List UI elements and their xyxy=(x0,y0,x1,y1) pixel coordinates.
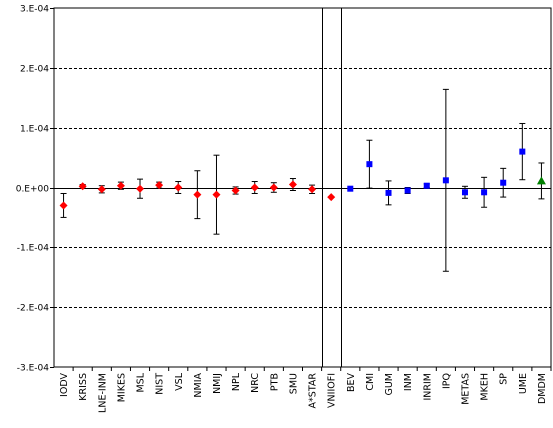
y-tick-label: 1.E-04 xyxy=(20,125,49,135)
x-tick-label: CMI xyxy=(365,373,376,391)
x-tick-label: DMDM xyxy=(537,373,548,404)
data-point-square xyxy=(404,187,411,194)
data-points xyxy=(59,148,546,210)
y-tick-label: -1.E-04 xyxy=(17,244,49,254)
x-tick-label: VSL xyxy=(174,372,185,391)
x-tick-label: MIKES xyxy=(116,373,127,402)
x-tick-label: MKEH xyxy=(480,373,491,401)
x-tick-label: IPQ xyxy=(441,373,452,389)
data-point-square xyxy=(500,179,507,186)
data-point-square xyxy=(385,189,392,196)
x-tick-label: BEV xyxy=(346,373,357,393)
separator-lines xyxy=(322,8,342,367)
data-point-square xyxy=(423,182,430,189)
x-tick-label: VNIIOFI xyxy=(327,373,338,408)
x-tick-label: UME xyxy=(518,373,529,394)
x-tick-label: INRIM xyxy=(422,373,433,401)
x-tick-label: NMIJ xyxy=(212,373,223,394)
data-point-diamond xyxy=(97,185,106,194)
x-tick-label: LNE-INM xyxy=(97,373,108,413)
y-tick-label: 3.E-04 xyxy=(20,5,49,15)
data-point-square xyxy=(481,189,488,196)
x-tick-label: SP xyxy=(499,373,510,385)
data-point-diamond xyxy=(231,186,240,195)
x-tick-label: INM xyxy=(403,373,414,391)
x-tick-label: NMIA xyxy=(193,373,204,398)
data-point-diamond xyxy=(116,181,125,190)
data-point-diamond xyxy=(78,182,87,191)
data-point-diamond xyxy=(212,190,221,199)
x-tick-label: PTB xyxy=(269,373,280,391)
data-point-diamond xyxy=(269,183,278,192)
data-point-square xyxy=(347,185,354,192)
data-point-square xyxy=(442,177,449,184)
x-tick-label: IODV xyxy=(59,373,70,397)
data-point-triangle xyxy=(536,176,546,185)
data-point-square xyxy=(366,161,373,168)
data-point-diamond xyxy=(308,185,317,194)
plot-area xyxy=(53,7,552,368)
error-bars xyxy=(60,88,545,272)
data-point-diamond xyxy=(136,184,145,193)
y-tick-labels: 3.E-04 2.E-04 1.E-04 0.E+00 -1.E-04 -2.E-04 -3… xyxy=(16,5,50,374)
data-point-square xyxy=(461,189,468,196)
grid-lines xyxy=(50,8,552,371)
y-tick-label: -3.E-04 xyxy=(17,364,49,374)
y-tick-label: 0.E+00 xyxy=(16,185,50,195)
x-tick-label: KRISS xyxy=(78,373,89,401)
y-tick-label: -2.E-04 xyxy=(17,304,49,314)
data-point-diamond xyxy=(193,190,202,199)
data-point-diamond xyxy=(250,183,259,192)
x-tick-label: NPL xyxy=(231,372,242,391)
data-point-diamond xyxy=(59,201,68,210)
x-tick-labels: IODV KRISS LNE-INM MIKES MSL NIST VSL NMIA NMIJ N… xyxy=(59,372,548,413)
x-tick-label: NIST xyxy=(155,373,166,395)
data-point-square xyxy=(519,148,526,155)
x-tick-label: A*STAR xyxy=(308,373,319,409)
x-tick-label: MSL xyxy=(136,372,147,392)
data-point-diamond xyxy=(288,180,297,189)
data-point-diamond xyxy=(327,193,336,202)
x-tick-label: METAS xyxy=(460,373,471,405)
data-point-diamond xyxy=(155,181,164,190)
x-tick-label: NRC xyxy=(250,373,261,393)
x-tick-label: GUM xyxy=(384,373,395,396)
data-point-diamond xyxy=(174,183,183,192)
y-tick-label: 2.E-04 xyxy=(20,65,49,75)
x-tick-label: SMU xyxy=(288,373,299,394)
